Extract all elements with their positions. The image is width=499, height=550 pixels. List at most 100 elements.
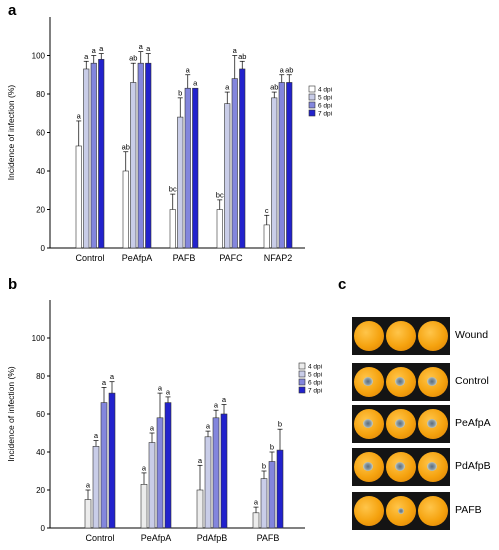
chart-b-significance-letter: a (102, 378, 107, 387)
chart-a-y-axis-label: Incidence of infection (%) (6, 85, 16, 181)
chart-a-category-label: PAFC (219, 253, 243, 263)
chart-a-significance-letter: bc (169, 185, 177, 194)
chart-a-y-tick-label: 40 (36, 167, 45, 176)
chart-b-legend-swatch (298, 386, 306, 394)
chart-a-significance-letter: a (193, 79, 198, 88)
orange-fruit (354, 321, 384, 351)
chart-a-significance-letter: b (178, 88, 182, 97)
chart-a-y-tick-label: 80 (36, 90, 45, 99)
chart-b-significance-letter: b (262, 462, 266, 471)
chart-b-category-label: Control (85, 533, 114, 543)
fruit-photo (352, 492, 450, 530)
chart-b-bar (100, 402, 108, 529)
chart-b-significance-letter: a (214, 401, 219, 410)
chart-b-significance-letter: a (158, 384, 163, 393)
chart-b-y-axis-label: Incidence of infection (%) (6, 366, 16, 462)
chart-a-significance-letter: c (265, 206, 269, 215)
chart-b-bar (204, 436, 212, 529)
chart-a-category-label: NFAP2 (264, 253, 293, 263)
orange-fruit (354, 452, 384, 482)
chart-b-legend-label: 6 dpi (308, 380, 322, 387)
photo-row: PAFB (352, 492, 498, 530)
orange-fruit (418, 409, 448, 439)
chart-b-bar (164, 402, 172, 529)
chart-b-significance-letter: b (270, 443, 274, 452)
panel-a-letter: a (8, 2, 17, 19)
orange-fruit (386, 452, 416, 482)
fruit-photo (352, 448, 450, 486)
orange-fruit (354, 409, 384, 439)
chart-a-significance-letter: a (77, 111, 82, 120)
chart-a-significance-letter: a (92, 46, 97, 55)
orange-fruit (386, 496, 416, 526)
chart-b-legend-label: 5 dpi (308, 372, 322, 379)
fruit-photo (352, 405, 450, 443)
chart-b-y-tick-label: 100 (32, 334, 46, 343)
chart-a-significance-letter: ab (238, 52, 246, 61)
fruit-photo (352, 363, 450, 401)
chart-b-y-tick-label: 80 (36, 372, 45, 381)
panel-c-letter: c (338, 276, 347, 293)
orange-fruit (418, 321, 448, 351)
chart-a-legend-label: 5 dpi (318, 95, 332, 102)
photo-row-label: PAFB (455, 504, 482, 516)
chart-b-significance-letter: a (166, 387, 171, 396)
infection-lesion (427, 462, 437, 471)
chart-a-significance-letter: a (146, 44, 151, 53)
chart-a-significance-letter: a (280, 65, 285, 74)
chart-b-significance-letter: a (86, 481, 91, 490)
chart-a-legend-swatch (308, 109, 316, 117)
chart-a-legend-label: 4 dpi (318, 87, 332, 94)
photo-row-label: PdAfpB (455, 460, 491, 472)
chart-b-significance-letter: a (150, 424, 155, 433)
chart-b-bar (212, 417, 220, 529)
chart-b-significance-letter: a (198, 456, 203, 465)
photo-panel: Wound Control PeAfpA PdAfpB PAFB (352, 317, 498, 530)
chart-b-category-label: PdAfpB (197, 533, 228, 543)
chart-b-legend-swatch (298, 362, 306, 370)
chart-a-significance-letter: ab (270, 83, 278, 92)
chart-a-y-tick-label: 0 (41, 244, 46, 253)
chart-a-significance-letter: ab (122, 142, 130, 151)
chart-b-bar (276, 449, 284, 529)
chart-b-y-tick-label: 60 (36, 410, 45, 419)
chart-a-y-tick-label: 20 (36, 206, 45, 215)
chart-b-significance-letter: a (206, 422, 211, 431)
chart-b-significance-letter: a (142, 463, 147, 472)
chart-b-legend-swatch (298, 378, 306, 386)
chart-b-category-label: PAFB (257, 533, 280, 543)
orange-fruit (418, 496, 448, 526)
chart-a-significance-letter: a (225, 83, 230, 92)
chart-b-bar (92, 445, 100, 529)
chart-a-legend-label: 7 dpi (318, 111, 332, 118)
chart-a-y-tick-label: 60 (36, 129, 45, 138)
chart-b-legend-swatch (298, 370, 306, 378)
photo-row: PdAfpB (352, 448, 498, 486)
chart-b-bar (252, 512, 260, 529)
infection-lesion (363, 462, 373, 471)
chart-a-significance-letter: a (84, 52, 89, 61)
chart-b-bar (84, 499, 92, 529)
photo-row: Wound (352, 317, 498, 355)
chart-b-significance-letter: a (94, 431, 99, 440)
chart-b-bar (220, 413, 228, 529)
chart-b-legend-label: 7 dpi (308, 388, 322, 395)
chart-a-significance-letter: a (233, 46, 238, 55)
chart-b-bar (260, 478, 268, 529)
chart-b-y-tick-label: 0 (41, 524, 46, 533)
chart-b-y-tick-label: 40 (36, 448, 45, 457)
chart-a-category-label: PAFB (173, 253, 196, 263)
chart-a-bar (192, 87, 199, 249)
chart-a-legend-swatch (308, 85, 316, 93)
chart-a-y-tick-label: 100 (32, 52, 46, 61)
chart-b-significance-letter: b (278, 420, 282, 429)
chart-a-significance-letter: ab (129, 54, 137, 63)
infection-lesion (395, 462, 405, 471)
infection-lesion (363, 419, 373, 428)
photo-row-label: Wound (455, 329, 489, 341)
photo-row: Control (352, 363, 498, 401)
chart-b-bar (196, 489, 204, 529)
chart-a-significance-letter: a (186, 65, 191, 74)
photo-row: PeAfpA (352, 405, 498, 443)
